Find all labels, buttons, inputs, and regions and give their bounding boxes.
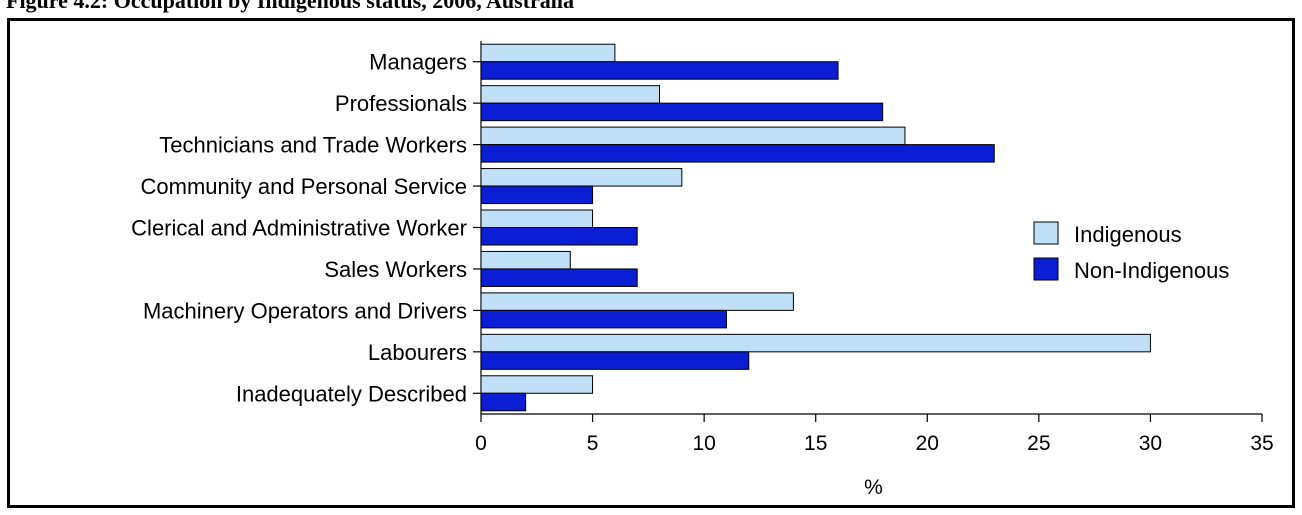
category-label-inadequately-described: Inadequately Described xyxy=(236,381,467,406)
bar-indigenous-technicians-and-trade-workers xyxy=(480,126,906,146)
category-label-clerical-and-administrative-worker: Clerical and Administrative Worker xyxy=(131,216,467,241)
x-tick-label: 5 xyxy=(587,432,599,455)
bar-indigenous-managers xyxy=(480,43,616,63)
legend-label-indigenous: Indigenous xyxy=(1074,222,1182,247)
category-label-community-and-personal-service: Community and Personal Service xyxy=(141,174,467,199)
bar-indigenous-community-and-personal-service xyxy=(480,168,683,187)
x-tick-label: 20 xyxy=(916,432,939,455)
x-tick-label: 35 xyxy=(1250,432,1273,455)
bar-indigenous-inadequately-described xyxy=(480,375,594,394)
category-label-professionals: Professionals xyxy=(335,91,467,116)
legend-swatch-non-indigenous xyxy=(1033,257,1059,281)
category-label-labourers: Labourers xyxy=(368,340,467,365)
figure-title: Figure 4.2: Occupation by Indigenous sta… xyxy=(6,0,575,13)
bar-indigenous-sales-workers xyxy=(480,250,571,270)
bar-non-indigenous-managers xyxy=(480,61,839,80)
bar-non-indigenous-community-and-personal-service xyxy=(480,185,594,205)
category-label-technicians-and-trade-workers: Technicians and Trade Workers xyxy=(159,133,467,158)
category-label-sales-workers: Sales Workers xyxy=(324,257,467,282)
category-label-managers: Managers xyxy=(369,50,467,75)
bar-indigenous-machinery-operators-and-drivers xyxy=(480,292,794,311)
x-tick-label: 30 xyxy=(1139,432,1162,455)
x-tick-label: 15 xyxy=(804,432,827,455)
bar-indigenous-labourers xyxy=(480,333,1151,353)
x-axis-title: % xyxy=(864,476,883,499)
legend-swatch-indigenous xyxy=(1033,221,1059,245)
x-tick-label: 25 xyxy=(1027,432,1050,455)
bar-non-indigenous-professionals xyxy=(480,102,884,122)
x-tick-label: 0 xyxy=(475,432,487,455)
x-tick-label: 10 xyxy=(692,432,715,455)
legend-label-non-indigenous: Non-Indigenous xyxy=(1074,258,1229,283)
chart-frame xyxy=(7,18,1295,508)
bar-indigenous-clerical-and-administrative-worker xyxy=(480,209,594,228)
bar-non-indigenous-labourers xyxy=(480,351,750,370)
bar-non-indigenous-machinery-operators-and-drivers xyxy=(480,309,727,329)
bar-non-indigenous-technicians-and-trade-workers xyxy=(480,144,995,163)
category-label-machinery-operators-and-drivers: Machinery Operators and Drivers xyxy=(143,298,467,323)
bar-non-indigenous-clerical-and-administrative-worker xyxy=(480,227,638,246)
bar-non-indigenous-inadequately-described xyxy=(480,392,527,412)
bar-indigenous-professionals xyxy=(480,85,661,104)
bar-non-indigenous-sales-workers xyxy=(480,268,638,287)
